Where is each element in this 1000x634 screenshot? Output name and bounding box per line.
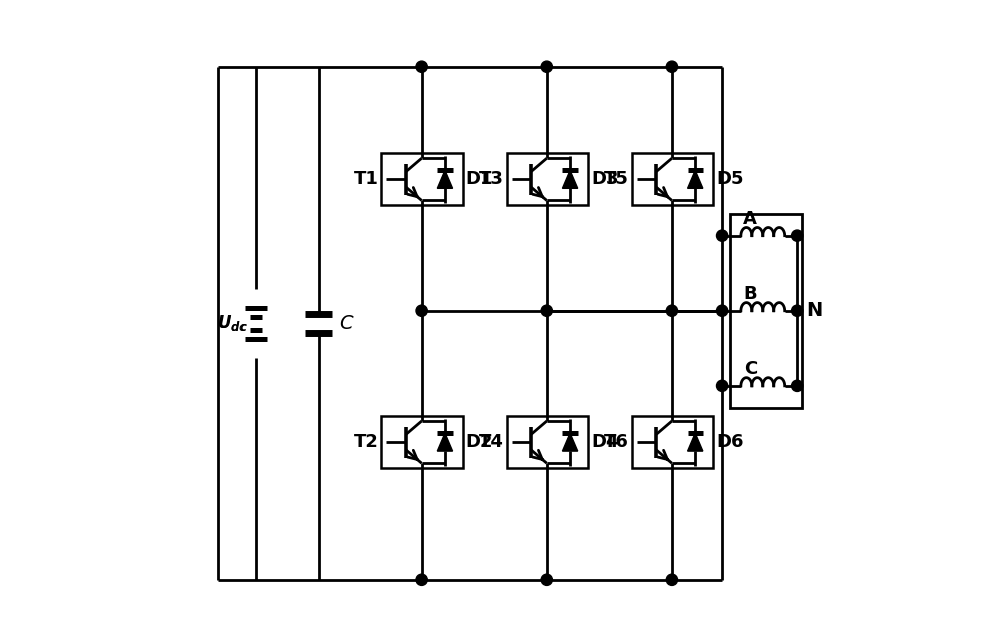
Text: T1: T1 [353,171,378,188]
Text: T4: T4 [479,433,503,451]
Bar [381,416,463,469]
Text: D6: D6 [716,433,744,451]
Polygon shape [688,433,703,451]
Text: D3: D3 [591,171,618,188]
Text: T5: T5 [604,171,629,188]
Text: $C$: $C$ [339,314,354,333]
Bar [632,153,713,205]
Polygon shape [562,433,578,451]
Circle shape [792,230,803,242]
Circle shape [416,61,427,72]
Bar [730,214,802,408]
Circle shape [666,574,678,585]
Text: T6: T6 [604,433,629,451]
Circle shape [792,305,803,316]
Bar [507,153,588,205]
Circle shape [666,305,678,316]
Circle shape [666,61,678,72]
Bar [507,416,588,469]
Polygon shape [562,171,578,188]
Text: C: C [744,360,757,378]
Circle shape [716,230,728,242]
Circle shape [541,305,552,316]
Circle shape [541,574,552,585]
Text: $\bfit{U}$$\bfit{_{dc}}$: $\bfit{U}$$\bfit{_{dc}}$ [217,313,248,333]
Circle shape [716,305,728,316]
Text: D1: D1 [466,171,493,188]
Text: T3: T3 [479,171,503,188]
Circle shape [541,61,552,72]
Text: D2: D2 [466,433,493,451]
Text: $U_{dc}$: $U_{dc}$ [217,313,247,333]
Text: N: N [807,301,823,320]
Circle shape [416,574,427,585]
Text: D4: D4 [591,433,618,451]
Polygon shape [437,433,453,451]
Text: D5: D5 [716,171,744,188]
Bar [381,153,463,205]
Circle shape [416,305,427,316]
Polygon shape [437,171,453,188]
Circle shape [716,380,728,391]
Polygon shape [688,171,703,188]
Text: T2: T2 [353,433,378,451]
Text: B: B [743,285,757,303]
Circle shape [792,380,803,391]
Bar [632,416,713,469]
Text: A: A [743,210,757,228]
